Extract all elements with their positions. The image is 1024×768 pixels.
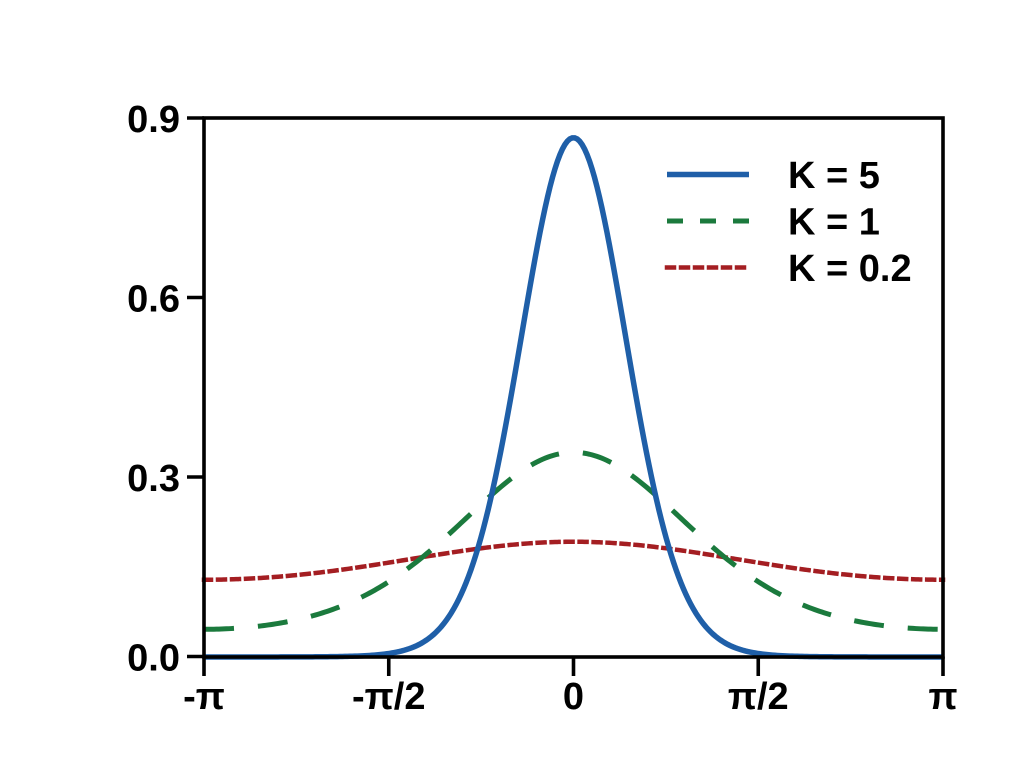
svg-text:0.6: 0.6 [127,279,180,321]
svg-text:K = 0.2: K = 0.2 [788,248,912,290]
svg-text:0.0: 0.0 [127,638,180,680]
svg-text:-π/2: -π/2 [352,676,425,718]
svg-text:K = 5: K = 5 [788,155,880,197]
svg-text:0: 0 [563,676,584,718]
svg-text:0.3: 0.3 [127,458,180,500]
svg-text:π: π [928,676,957,718]
svg-text:K = 1: K = 1 [788,202,880,244]
svg-text:-π: -π [183,676,225,718]
svg-text:π/2: π/2 [728,676,789,718]
svg-text:0.9: 0.9 [127,99,180,141]
